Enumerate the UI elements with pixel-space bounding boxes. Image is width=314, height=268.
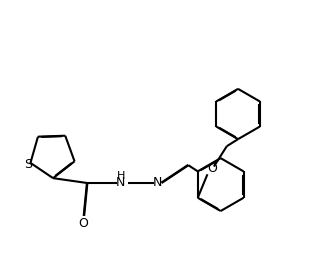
Text: O: O (79, 217, 89, 230)
Text: N: N (116, 176, 125, 189)
Text: N: N (153, 176, 163, 189)
Text: S: S (24, 158, 32, 171)
Text: H: H (116, 171, 125, 181)
Text: O: O (207, 162, 217, 175)
